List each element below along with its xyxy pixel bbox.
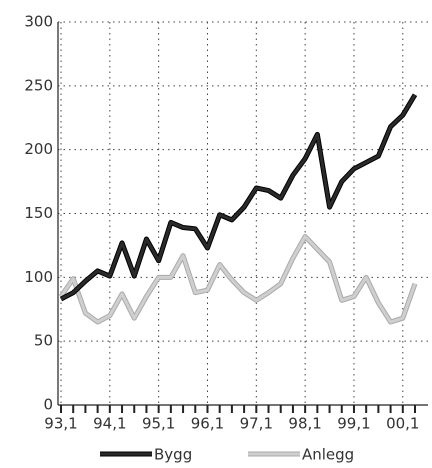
series-line: [59, 234, 417, 324]
y-tick-label: 250: [24, 76, 53, 94]
x-tick-label: 98,1: [288, 415, 321, 433]
y-tick-label: 100: [24, 268, 53, 286]
y-tick-label: 50: [34, 332, 53, 350]
y-tick-label: 0: [43, 396, 53, 414]
x-tick-label: 97,1: [240, 415, 273, 433]
y-tick-label: 300: [24, 13, 53, 31]
legend-label: Bygg: [154, 446, 192, 464]
series-line: [60, 94, 417, 301]
y-tick-label: 150: [24, 204, 53, 222]
x-tick-label: 93,1: [44, 415, 77, 433]
x-tick-label: 96,1: [191, 415, 224, 433]
legend-label: Anlegg: [302, 446, 354, 464]
x-tick-label: 00,1: [386, 415, 419, 433]
x-tick-label: 95,1: [142, 415, 175, 433]
y-tick-label: 200: [24, 140, 53, 158]
x-tick-label: 94,1: [93, 415, 126, 433]
x-tick-label: 99,1: [337, 415, 370, 433]
